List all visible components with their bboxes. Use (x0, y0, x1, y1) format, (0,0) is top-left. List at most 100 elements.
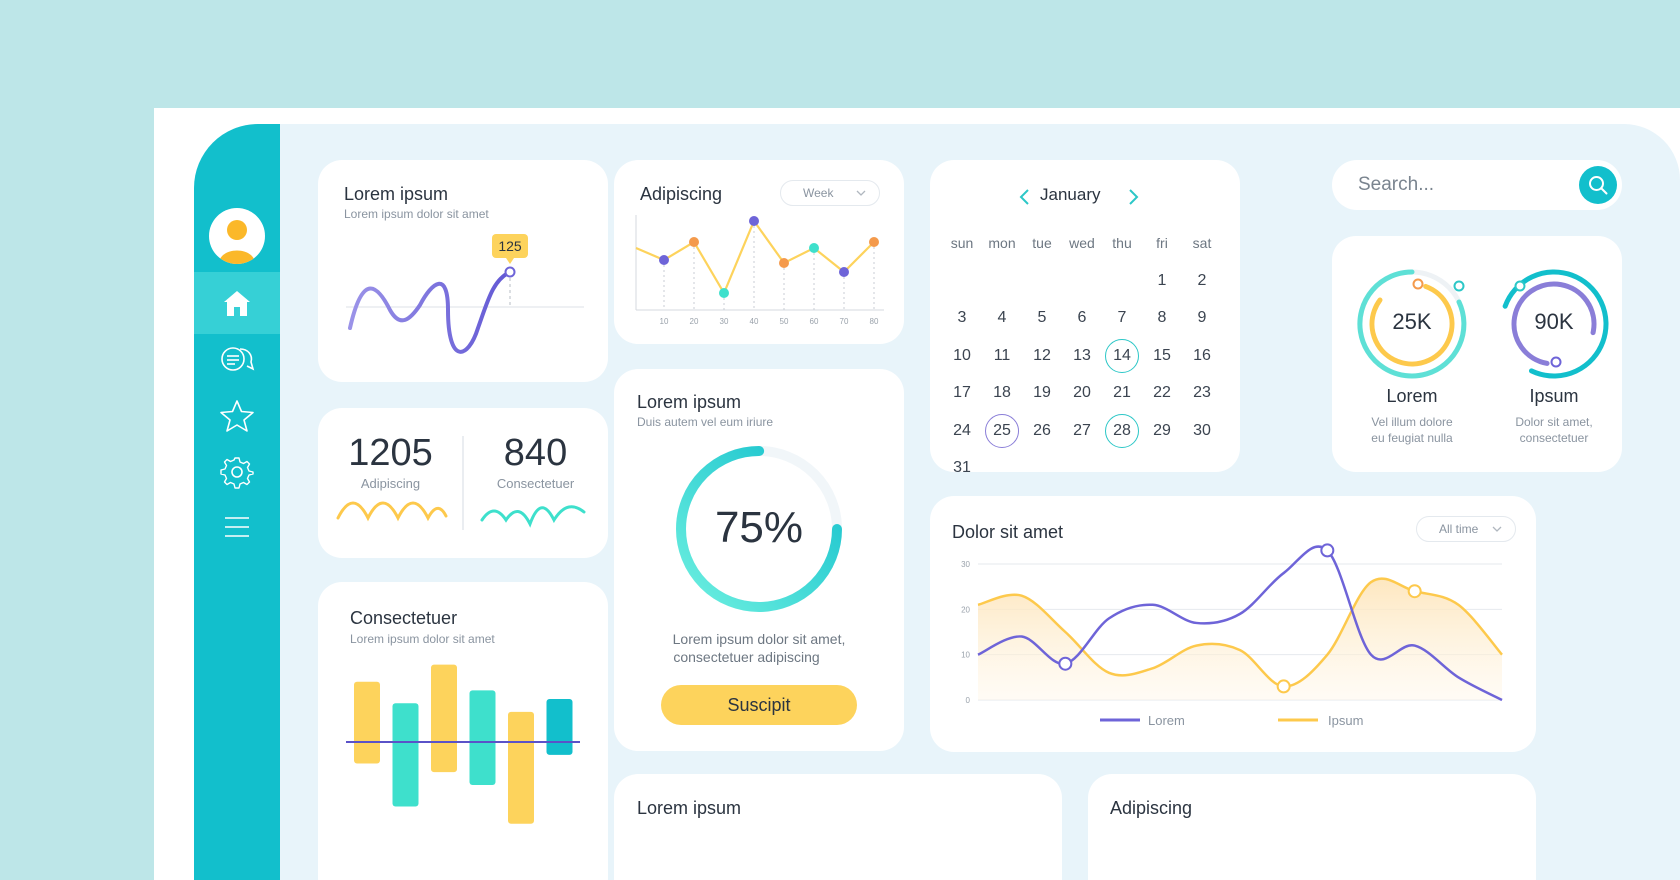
calendar-empty (1102, 449, 1142, 487)
calendar-day[interactable]: 15 (1142, 337, 1182, 375)
calendar-day[interactable]: 31 (942, 449, 982, 487)
sidebar-item-menu[interactable] (194, 496, 280, 558)
card-title: Lorem ipsum (637, 392, 742, 412)
card-subtitle: Lorem ipsum dolor sit amet (350, 632, 495, 646)
calendar-days: 1 2 3 4 5 6 7 8 9 10 11 12 13 14 15 16 17 18 19 20 21 22 23 24 2… (942, 262, 1238, 487)
calendar-day[interactable]: 17 (942, 374, 982, 412)
stat-value-right: 840 (503, 432, 568, 474)
data-point (839, 267, 849, 277)
calendar-day-number: 25 (993, 421, 1011, 439)
sidebar-item-favorites[interactable] (194, 385, 280, 447)
calendar-day[interactable]: 7 (1102, 299, 1142, 337)
calendar-day[interactable]: 24 (942, 412, 982, 450)
calendar-day[interactable]: 5 (1022, 299, 1062, 337)
calendar-week: 31 (942, 449, 1238, 487)
card-subtitle: Lorem ipsum dolor sit amet (344, 207, 489, 221)
calendar-day[interactable]: 4 (982, 299, 1022, 337)
x-tick-label: 20 (690, 317, 699, 326)
calendar-day[interactable]: 20 (1062, 374, 1102, 412)
calendar-day[interactable]: 9 (1182, 299, 1222, 337)
card-subtitle: Duis autem vel eum iriure (637, 415, 774, 429)
calendar-day[interactable]: 18 (982, 374, 1022, 412)
calendar-day[interactable]: 14 (1102, 337, 1142, 375)
calendar-day[interactable]: 28 (1102, 412, 1142, 450)
calendar-day-number: 10 (953, 346, 971, 364)
calendar-day[interactable]: 6 (1062, 299, 1102, 337)
calendar-week: 24 25 26 27 28 29 30 (942, 412, 1238, 450)
weekday-label: fri (1156, 234, 1168, 251)
y-tick-label: 20 (961, 605, 970, 614)
card-stats: 1205 Adipiscing 840 Consectetuer (318, 408, 608, 558)
calendar-day[interactable]: 21 (1102, 374, 1142, 412)
calendar-day-number: 6 (1077, 309, 1087, 326)
calendar-week: 10 11 12 13 14 15 16 (942, 337, 1238, 375)
dashboard-app: Lorem ipsum Lorem ipsum dolor sit amet 1… (194, 124, 1680, 880)
period-dropdown[interactable]: Week (780, 180, 880, 206)
calendar-day-number: 16 (1193, 346, 1211, 364)
calendar-day[interactable]: 11 (982, 337, 1022, 375)
time-range-dropdown[interactable]: All time (1416, 516, 1516, 542)
calendar-day-number: 11 (993, 346, 1011, 364)
calendar-day[interactable]: 12 (1022, 337, 1062, 375)
progress-percent: 75% (714, 503, 804, 552)
card-progress: Lorem ipsum Duis autem vel eum iriure 75… (614, 369, 904, 751)
calendar-empty (982, 262, 1022, 300)
weekday-label: thu (1112, 234, 1132, 251)
calendar-day-number: 9 (1197, 309, 1207, 326)
calendar-day[interactable]: 27 (1062, 412, 1102, 450)
weekday-label: sun (950, 234, 974, 251)
donut-right-value: 90K (1534, 309, 1574, 334)
calendar-day[interactable]: 3 (942, 299, 982, 337)
calendar-day-number: 8 (1157, 309, 1167, 326)
sidebar-item-settings[interactable] (194, 441, 280, 503)
star-icon (220, 400, 254, 432)
calendar-day[interactable]: 29 (1142, 412, 1182, 450)
donut-charts (1357, 269, 1609, 379)
calendar-day[interactable]: 16 (1182, 337, 1222, 375)
calendar-day[interactable]: 19 (1022, 374, 1062, 412)
weekday-label: wed (1069, 234, 1095, 251)
donut-left-name: Lorem (1386, 386, 1438, 406)
calendar-day[interactable]: 22 (1142, 374, 1182, 412)
calendar-day[interactable]: 13 (1062, 337, 1102, 375)
chevron-right-icon[interactable] (1126, 188, 1140, 206)
sidebar-item-home[interactable] (194, 272, 280, 334)
y-tick-label: 10 (961, 651, 970, 660)
series-line (635, 218, 875, 296)
card-title: Lorem ipsum (344, 184, 449, 204)
avatar[interactable] (209, 208, 265, 264)
calendar-empty (1062, 449, 1102, 487)
data-point (719, 288, 729, 298)
sidebar-item-messages[interactable] (194, 329, 280, 391)
calendar-month: January (1040, 185, 1101, 204)
chevron-down-icon (856, 190, 866, 196)
bar (392, 703, 419, 807)
calendar-day[interactable]: 26 (1022, 412, 1062, 450)
calendar-day-number: 19 (1033, 384, 1051, 401)
calendar-day[interactable]: 1 (1142, 262, 1182, 300)
calendar-day[interactable]: 25 (982, 412, 1022, 450)
calendar-day[interactable]: 8 (1142, 299, 1182, 337)
calendar-day-number: 22 (1153, 384, 1171, 401)
calendar-day[interactable]: 10 (942, 337, 982, 375)
card-bottom-left: Lorem ipsum (614, 774, 1062, 880)
data-point (749, 216, 759, 226)
calendar-day-number: 3 (957, 309, 967, 326)
calendar-day[interactable]: 23 (1182, 374, 1222, 412)
chat-icon (221, 347, 255, 371)
calendar-day[interactable]: 30 (1182, 412, 1222, 450)
calendar-day[interactable]: 2 (1182, 262, 1222, 300)
search-input[interactable] (1358, 170, 1558, 200)
calendar-day-number: 2 (1197, 271, 1207, 289)
card-title: Lorem ipsum (637, 798, 742, 818)
data-point (659, 255, 669, 265)
suscipit-button[interactable]: Suscipit (661, 685, 857, 725)
calendar-empty (1022, 262, 1062, 300)
calendar-day-number: 1 (1157, 271, 1167, 289)
x-tick-label: 80 (870, 317, 879, 326)
calendar-day-number: 28 (1113, 421, 1131, 439)
chevron-left-icon[interactable] (1018, 188, 1032, 206)
x-tick-label: 30 (720, 317, 729, 326)
search-button[interactable] (1579, 166, 1617, 204)
